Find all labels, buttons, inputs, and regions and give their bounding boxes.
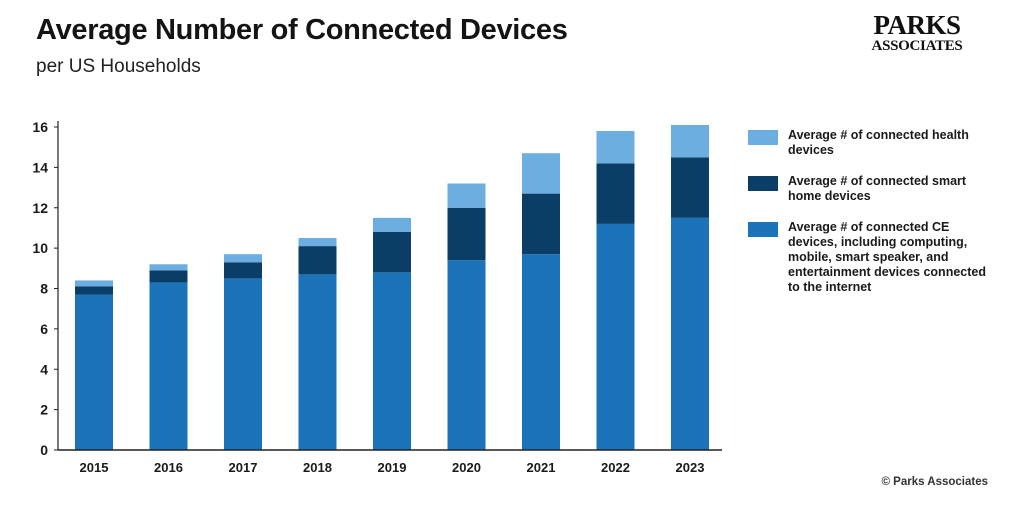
legend-item-ce: Average # of connected CE devices, inclu… bbox=[748, 220, 988, 295]
y-tick-label: 6 bbox=[40, 321, 48, 337]
y-tick-label: 14 bbox=[32, 159, 48, 175]
copyright-notice: © Parks Associates bbox=[881, 476, 989, 488]
bar-health-2019 bbox=[373, 217, 411, 232]
logo-line-2: ASSOCIATES bbox=[871, 37, 963, 54]
bar-smart_home-2018 bbox=[298, 246, 337, 275]
bar-smart_home-2016 bbox=[149, 270, 188, 283]
bar-smart_home-2019 bbox=[373, 231, 411, 273]
stacked-bar-chart: 0 2 4 6 8 10 12 14 16 2015 2016 2017 2018 2019 2020 202… bbox=[32, 119, 722, 475]
x-tick-label: 2021 bbox=[527, 460, 556, 475]
bar-ce-2022 bbox=[596, 223, 635, 450]
bar-health-2016 bbox=[149, 264, 188, 271]
y-tick-label: 2 bbox=[40, 402, 48, 418]
y-tick-label: 4 bbox=[40, 361, 48, 377]
x-tick-label: 2023 bbox=[676, 460, 705, 475]
legend-swatch-ce bbox=[748, 222, 778, 237]
legend-swatch-health bbox=[748, 130, 778, 145]
bar-smart_home-2015 bbox=[75, 286, 113, 295]
bar-ce-2017 bbox=[224, 278, 262, 450]
logo-line-1: PARKS bbox=[873, 10, 961, 40]
y-tick-label: 16 bbox=[32, 119, 48, 135]
x-tick-label: 2017 bbox=[229, 460, 258, 475]
legend-label-health: Average # of connected health devices bbox=[788, 128, 969, 157]
chart-title: Average Number of Connected Devices bbox=[36, 14, 568, 46]
legend-label-ce: Average # of connected CE devices, inclu… bbox=[788, 220, 986, 294]
parks-associates-logo: PARKS ASSOCIATES bbox=[862, 10, 972, 54]
bar-smart_home-2022 bbox=[596, 163, 635, 224]
chart-subtitle: per US Households bbox=[36, 56, 201, 77]
bar-smart_home-2021 bbox=[522, 193, 560, 255]
y-tick-label: 0 bbox=[40, 442, 48, 458]
bar-health-2021 bbox=[522, 153, 560, 194]
x-tick-label: 2016 bbox=[154, 460, 183, 475]
x-tick-label: 2019 bbox=[378, 460, 407, 475]
y-tick-label: 10 bbox=[32, 240, 48, 256]
bar-health-2018 bbox=[298, 238, 337, 247]
bar-ce-2019 bbox=[373, 272, 411, 450]
bar-ce-2016 bbox=[149, 282, 188, 450]
bar-smart_home-2017 bbox=[224, 262, 262, 279]
bar-ce-2015 bbox=[75, 294, 113, 450]
bar-smart_home-2020 bbox=[447, 207, 486, 261]
bar-health-2015 bbox=[75, 280, 113, 287]
bar-smart_home-2023 bbox=[671, 157, 709, 218]
bar-ce-2020 bbox=[447, 260, 486, 450]
x-tick-label: 2018 bbox=[303, 460, 332, 475]
bar-health-2023 bbox=[671, 124, 709, 158]
y-tick-label: 8 bbox=[40, 281, 48, 297]
bar-health-2020 bbox=[447, 183, 486, 208]
bar-ce-2021 bbox=[522, 254, 560, 450]
legend-item-health: Average # of connected health devices bbox=[748, 128, 988, 158]
legend-label-smart_home: Average # of connected smart home device… bbox=[788, 174, 967, 203]
bar-health-2017 bbox=[224, 254, 262, 263]
y-tick-label: 12 bbox=[32, 200, 48, 216]
legend-swatch-smart_home bbox=[748, 176, 778, 191]
legend-item-smart_home: Average # of connected smart home device… bbox=[748, 174, 988, 204]
chart-legend: Average # of connected health devices Ave… bbox=[748, 128, 988, 311]
x-tick-label: 2015 bbox=[80, 460, 109, 475]
bar-health-2022 bbox=[596, 131, 635, 164]
x-tick-label: 2022 bbox=[601, 460, 630, 475]
bar-ce-2018 bbox=[298, 274, 337, 450]
bar-ce-2023 bbox=[671, 217, 709, 450]
x-tick-label: 2020 bbox=[452, 460, 481, 475]
